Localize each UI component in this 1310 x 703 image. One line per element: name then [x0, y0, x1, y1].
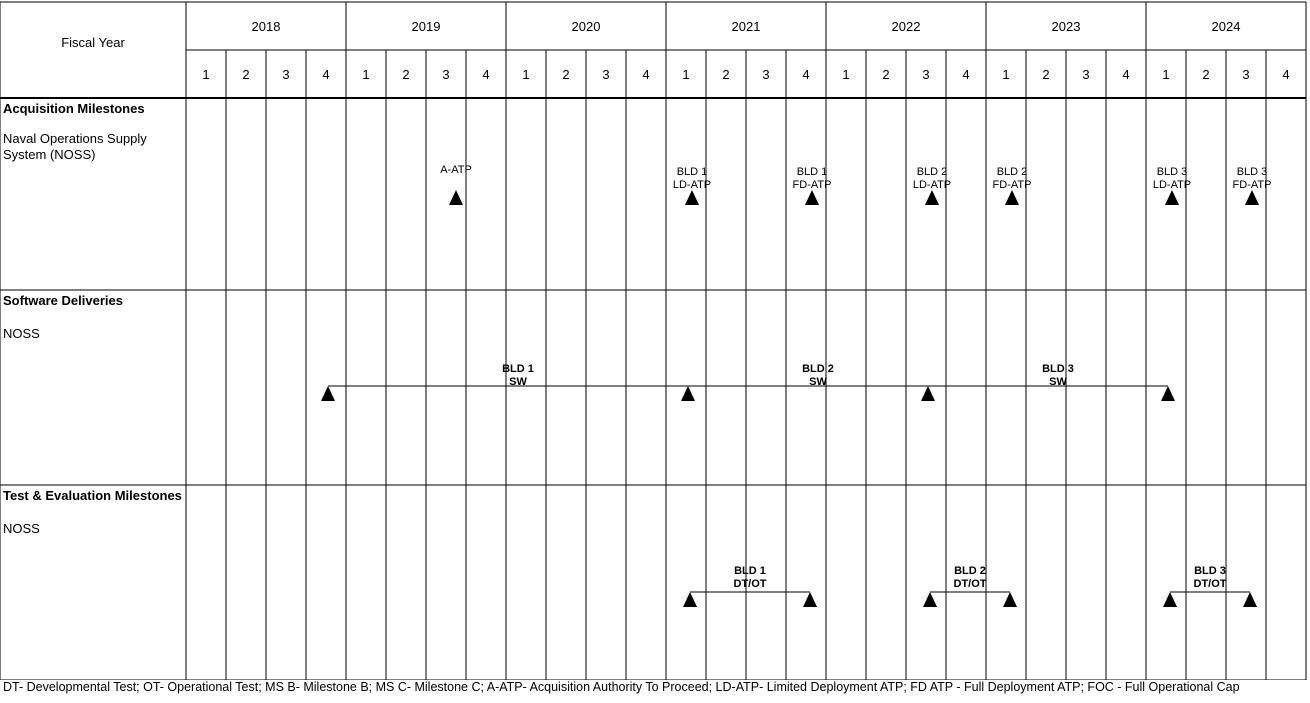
software-span-label: SW: [809, 376, 827, 388]
quarter-header-2019-2: 2: [402, 67, 409, 82]
year-header-2020: 2020: [572, 19, 601, 34]
software-delivery-marker: [1161, 386, 1175, 401]
section-subtitle: NOSS: [3, 521, 40, 536]
milestone-label: FD-ATP: [993, 179, 1032, 191]
quarter-header-2024-3: 3: [1242, 67, 1249, 82]
quarter-header-2021-4: 4: [802, 67, 809, 82]
software-span-label: BLD 1: [502, 363, 534, 375]
milestone-label: BLD 3: [1157, 166, 1188, 178]
quarter-header-2023-2: 2: [1042, 67, 1049, 82]
milestone-label: LD-ATP: [1153, 179, 1191, 191]
quarter-header-2022-1: 1: [842, 67, 849, 82]
year-header-2019: 2019: [412, 19, 441, 34]
quarter-header-2021-2: 2: [722, 67, 729, 82]
software-span-label: SW: [1049, 376, 1067, 388]
milestone-marker: [1245, 190, 1259, 205]
milestone-marker: [685, 190, 699, 205]
schedule-chart: Fiscal Year 2018 1 2 3 4 2019 1 2 3 4 2020 1 2 3 4 2021 1…: [0, 1, 1307, 680]
software-span-label: BLD 3: [1042, 363, 1074, 375]
milestone-label: LD-ATP: [673, 179, 711, 191]
milestone-label: BLD 1: [797, 166, 828, 178]
milestone-label: LD-ATP: [913, 179, 951, 191]
quarter-header-2018-1: 1: [202, 67, 209, 82]
software-delivery-marker: [321, 386, 335, 401]
test-milestone-marker: [1163, 592, 1177, 607]
quarter-header-2022-4: 4: [962, 67, 969, 82]
quarter-header-2019-3: 3: [442, 67, 449, 82]
quarter-header-2024-4: 4: [1282, 67, 1289, 82]
quarter-header-2018-4: 4: [322, 67, 329, 82]
milestone-marker: [925, 190, 939, 205]
quarter-header-2023-4: 4: [1122, 67, 1129, 82]
fiscal-year-label: Fiscal Year: [61, 35, 125, 50]
acronym-footnote: DT- Developmental Test; OT- Operational …: [3, 680, 1240, 694]
milestone-label: FD-ATP: [793, 179, 832, 191]
milestone-marker: [449, 190, 463, 205]
milestone-marker: [805, 190, 819, 205]
quarter-header-2023-1: 1: [1002, 67, 1009, 82]
quarter-header-2022-2: 2: [882, 67, 889, 82]
section-subtitle: System (NOSS): [3, 147, 95, 162]
quarter-header-2024-2: 2: [1202, 67, 1209, 82]
test-span-label: DT/OT: [1194, 578, 1227, 590]
test-span-label: BLD 2: [954, 565, 986, 577]
milestone-label: BLD 1: [677, 166, 708, 178]
milestone-label: A-ATP: [440, 164, 472, 176]
section-title: Acquisition Milestones: [3, 101, 145, 116]
test-milestone-marker: [923, 592, 937, 607]
software-delivery-marker: [681, 386, 695, 401]
quarter-header-2024-1: 1: [1162, 67, 1169, 82]
year-header-2022: 2022: [892, 19, 921, 34]
quarter-header-2021-3: 3: [762, 67, 769, 82]
milestone-label: FD-ATP: [1233, 179, 1272, 191]
quarter-header-2019-1: 1: [362, 67, 369, 82]
quarter-header-2020-1: 1: [522, 67, 529, 82]
section-subtitle: NOSS: [3, 326, 40, 341]
milestone-label: BLD 2: [917, 166, 948, 178]
quarter-header-2018-3: 3: [282, 67, 289, 82]
test-span-label: BLD 3: [1194, 565, 1226, 577]
test-milestone-marker: [1003, 592, 1017, 607]
year-header-2018: 2018: [252, 19, 281, 34]
year-header-2021: 2021: [732, 19, 761, 34]
quarter-header-2022-3: 3: [922, 67, 929, 82]
section-subtitle: Naval Operations Supply: [3, 131, 147, 146]
quarter-header-2018-2: 2: [242, 67, 249, 82]
test-span-label: BLD 1: [734, 565, 766, 577]
quarter-header-2019-4: 4: [482, 67, 489, 82]
quarter-header-2021-1: 1: [682, 67, 689, 82]
section-title: Test & Evaluation Milestones: [3, 488, 182, 503]
milestone-marker: [1005, 190, 1019, 205]
year-header-2023: 2023: [1052, 19, 1081, 34]
milestone-marker: [1165, 190, 1179, 205]
test-span-label: DT/OT: [734, 578, 767, 590]
test-milestone-marker: [683, 592, 697, 607]
quarter-header-2023-3: 3: [1082, 67, 1089, 82]
software-span-label: BLD 2: [802, 363, 834, 375]
section-title: Software Deliveries: [3, 293, 123, 308]
quarter-header-2020-2: 2: [562, 67, 569, 82]
test-milestone-marker: [803, 592, 817, 607]
quarter-header-2020-3: 3: [602, 67, 609, 82]
year-header-2024: 2024: [1212, 19, 1241, 34]
software-delivery-marker: [921, 386, 935, 401]
test-span-label: DT/OT: [954, 578, 987, 590]
milestone-label: BLD 3: [1237, 166, 1268, 178]
test-milestone-marker: [1243, 592, 1257, 607]
software-span-label: SW: [509, 376, 527, 388]
milestone-label: BLD 2: [997, 166, 1028, 178]
quarter-header-2020-4: 4: [642, 67, 649, 82]
